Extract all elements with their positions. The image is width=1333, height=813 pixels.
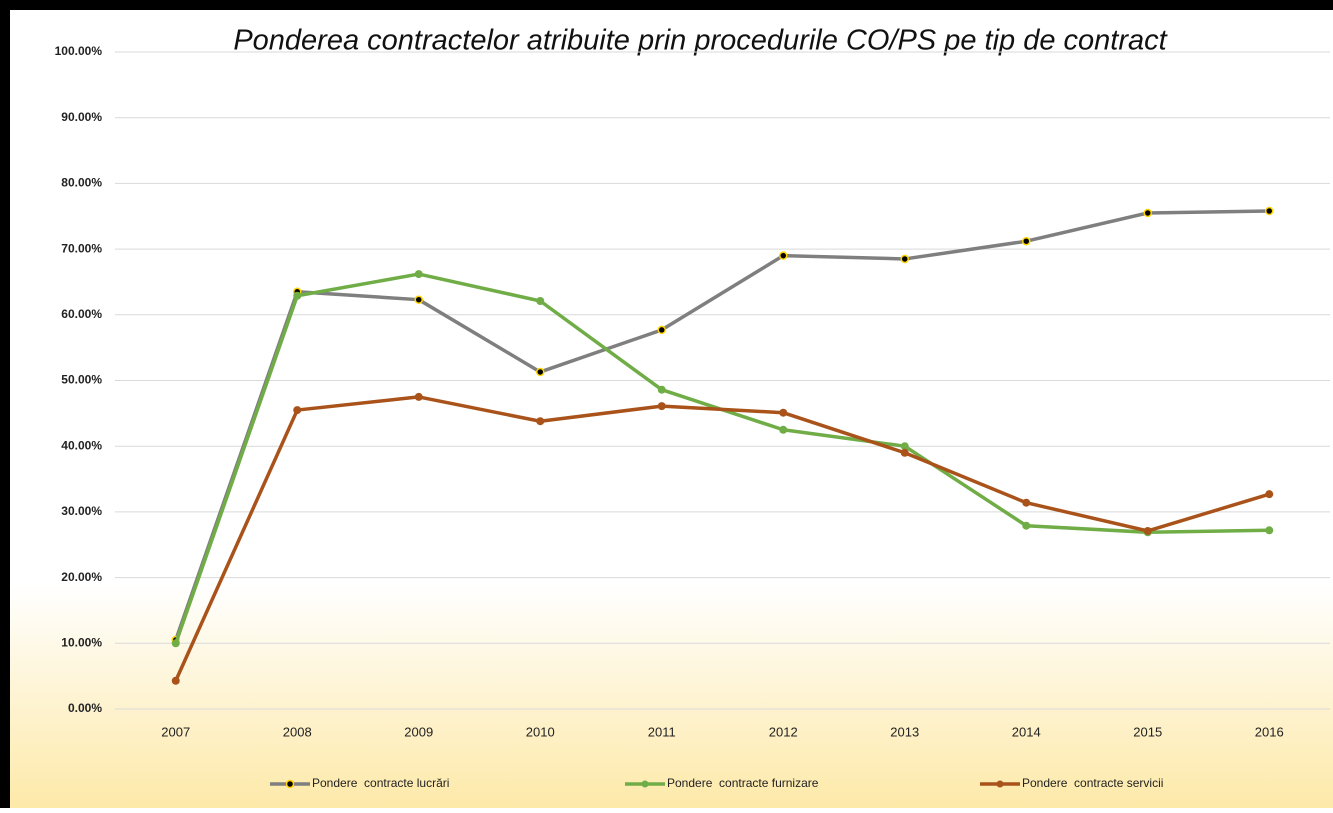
- y-tick-label: 70.00%: [61, 241, 102, 255]
- x-tick-label: 2007: [161, 724, 190, 739]
- legend-label: Pondere contracte servicii: [1022, 776, 1163, 790]
- data-point: [536, 417, 545, 426]
- data-point: [1022, 521, 1031, 530]
- x-tick-label: 2014: [1012, 724, 1041, 739]
- data-point: [171, 639, 180, 648]
- legend-label: Pondere contracte lucrări: [312, 776, 449, 790]
- series-line: [174, 395, 1270, 682]
- x-tick-label: 2011: [648, 724, 676, 739]
- data-point: [536, 297, 545, 306]
- legend-marker: [641, 780, 649, 788]
- y-tick-label: 80.00%: [61, 176, 102, 190]
- legend-marker: [996, 780, 1004, 788]
- data-point: [1265, 526, 1274, 535]
- data-point: [1022, 498, 1031, 507]
- x-tick-label: 2016: [1255, 724, 1284, 739]
- data-point: [657, 325, 666, 335]
- data-point: [900, 442, 909, 451]
- x-tick-label: 2013: [890, 724, 919, 739]
- y-tick-label: 40.00%: [61, 438, 102, 452]
- data-point: [414, 295, 423, 304]
- data-point: [1143, 208, 1152, 218]
- y-tick-label: 30.00%: [61, 504, 102, 518]
- data-point: [171, 676, 180, 685]
- data-point: [1022, 236, 1031, 246]
- data-point: [414, 392, 423, 401]
- data-point: [414, 270, 423, 279]
- x-tick-label: 2009: [404, 724, 433, 739]
- y-tick-label: 10.00%: [61, 635, 102, 649]
- x-tick-label: 2015: [1133, 724, 1162, 739]
- data-point: [900, 254, 909, 264]
- data-point: [657, 385, 666, 394]
- y-tick-label: 60.00%: [61, 307, 102, 321]
- data-point: [536, 367, 545, 377]
- chart-title: Ponderea contractelor atribuite prin pro…: [233, 25, 1168, 57]
- data-point: [293, 406, 302, 415]
- data-point: [779, 251, 788, 260]
- data-point: [657, 402, 666, 411]
- legend-marker: [285, 779, 295, 789]
- data-point: [293, 291, 302, 300]
- series-line: [174, 209, 1270, 641]
- legend-label: Pondere contracte furnizare: [667, 776, 819, 790]
- chart-background: [10, 10, 1333, 808]
- data-point: [1265, 490, 1274, 499]
- y-tick-label: 50.00%: [61, 373, 102, 387]
- y-tick-label: 20.00%: [61, 570, 102, 584]
- y-tick-label: 90.00%: [61, 110, 102, 124]
- y-tick-label: 100.00%: [55, 44, 103, 58]
- data-point: [779, 408, 788, 417]
- x-tick-label: 2012: [769, 724, 798, 739]
- x-tick-label: 2008: [283, 724, 312, 739]
- y-tick-label: 0.00%: [68, 701, 102, 715]
- x-tick-label: 2010: [526, 724, 555, 739]
- data-point: [779, 425, 788, 434]
- data-point: [1265, 206, 1274, 216]
- data-point: [900, 448, 909, 457]
- data-point: [1143, 526, 1152, 535]
